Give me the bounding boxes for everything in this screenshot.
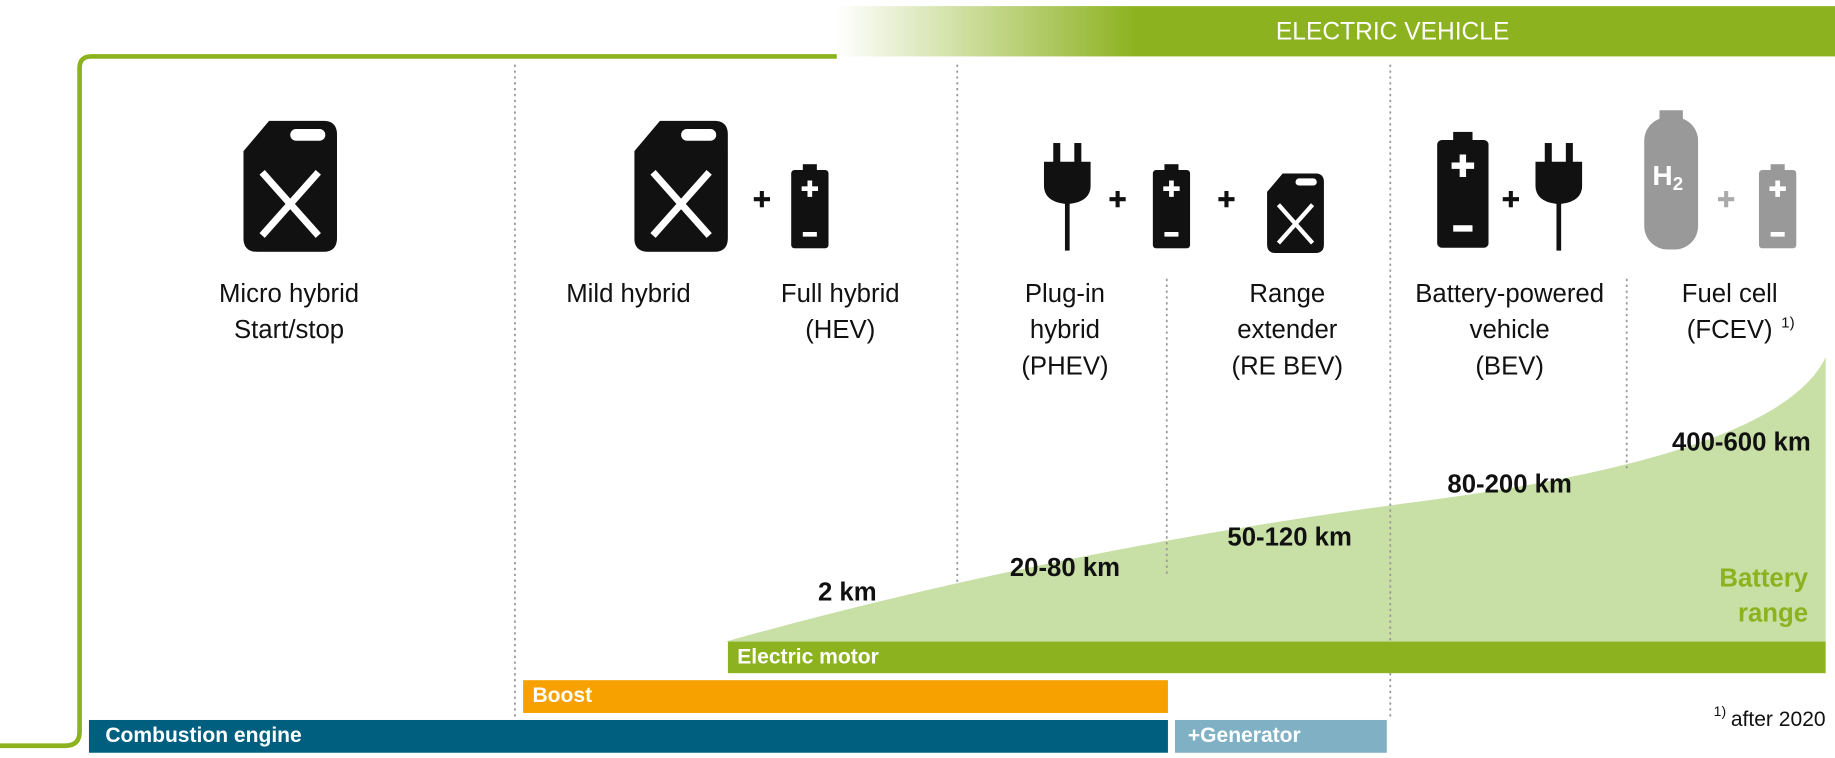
column-label: hybrid (1030, 316, 1100, 344)
boost-label: Boost (532, 684, 592, 707)
range-label: 50-120 km (1227, 523, 1351, 551)
column-label: extender (1237, 316, 1338, 344)
header-title: ELECTRIC VEHICLE (1276, 19, 1509, 46)
column-label: (HEV) (805, 316, 875, 344)
combustion-label: Combustion engine (105, 724, 301, 747)
header-bar (836, 6, 1835, 57)
tank-label-main: H (1652, 161, 1672, 192)
column-label: Range (1249, 280, 1325, 308)
column-label: Battery-powered (1415, 280, 1604, 308)
generator-bar (1174, 719, 1387, 753)
tank-label-sub: 2 (1673, 173, 1683, 194)
column-label: vehicle (1470, 316, 1550, 344)
tank-label: H2 (1652, 161, 1683, 195)
battery-range-label: Battery (1719, 564, 1808, 592)
column-label: Plug-in (1025, 280, 1105, 308)
column-label: (BEV) (1475, 353, 1544, 381)
column-label: Micro hybrid (219, 280, 359, 308)
dividers (514, 64, 1628, 720)
footnote: 1) after 2020 (1714, 702, 1826, 730)
column-label: Start/stop (234, 316, 344, 344)
electric-motor-label: Electric motor (737, 646, 879, 669)
column-label: (FCEV) (1687, 316, 1773, 344)
column-label: (RE BEV) (1232, 353, 1344, 381)
boost-bar (523, 680, 1168, 713)
column-label: Mild hybrid (566, 280, 690, 308)
outline (0, 54, 837, 749)
combustion-bar (88, 719, 1168, 753)
range-label: 20-80 km (1010, 554, 1120, 582)
icons (243, 110, 1796, 253)
footnote-text: after 2020 (1731, 708, 1826, 731)
battery-range-label: range (1738, 599, 1808, 627)
range-label: 2 km (818, 578, 877, 606)
column-label: (PHEV) (1021, 353, 1108, 381)
generator-label: +Generator (1188, 724, 1301, 747)
footnote-mark: 1) (1714, 702, 1726, 718)
range-label: 80-200 km (1447, 471, 1571, 499)
footnote-mark: 1) (1781, 314, 1795, 331)
range-label: 400-600 km (1672, 429, 1811, 457)
electric-motor-bar (727, 641, 1826, 674)
column-label: Fuel cell (1682, 280, 1778, 308)
battery-range-area (725, 357, 1826, 642)
column-label: Full hybrid (781, 280, 900, 308)
